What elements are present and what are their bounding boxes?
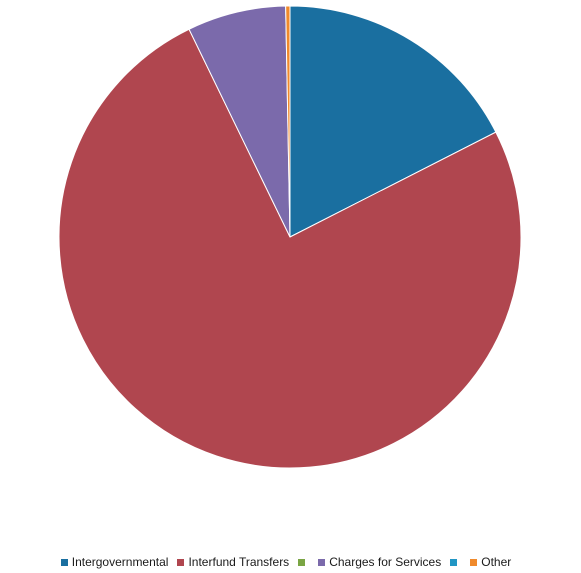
legend-item-1: Interfund Transfers [177, 555, 289, 569]
legend-label-0: Intergovernmental [71, 555, 169, 569]
legend-item-4 [450, 558, 461, 566]
pie-slice-0 [289, 5, 497, 238]
legend-item-0: Intergovernmental [60, 555, 169, 569]
legend-label-5: Other [481, 555, 512, 569]
legend-swatch-5 [470, 558, 478, 566]
legend-item-2 [298, 558, 309, 566]
legend-label-3: Charges for Services [329, 555, 442, 569]
legend-swatch-3 [318, 558, 326, 566]
chart-legend: Intergovernmental Interfund Transfers Char… [0, 553, 581, 571]
legend-swatch-2 [298, 558, 306, 566]
legend-swatch-1 [177, 558, 185, 566]
pie-slice-5 [285, 5, 291, 238]
legend-item-3: Charges for Services [318, 555, 441, 569]
legend-label-1: Interfund Transfers [188, 555, 290, 569]
legend-swatch-0 [60, 558, 68, 566]
legend-swatch-4 [450, 558, 458, 566]
pie-chart [58, 5, 522, 469]
pie-slice-1 [58, 28, 522, 469]
legend-item-5: Other [470, 555, 511, 569]
